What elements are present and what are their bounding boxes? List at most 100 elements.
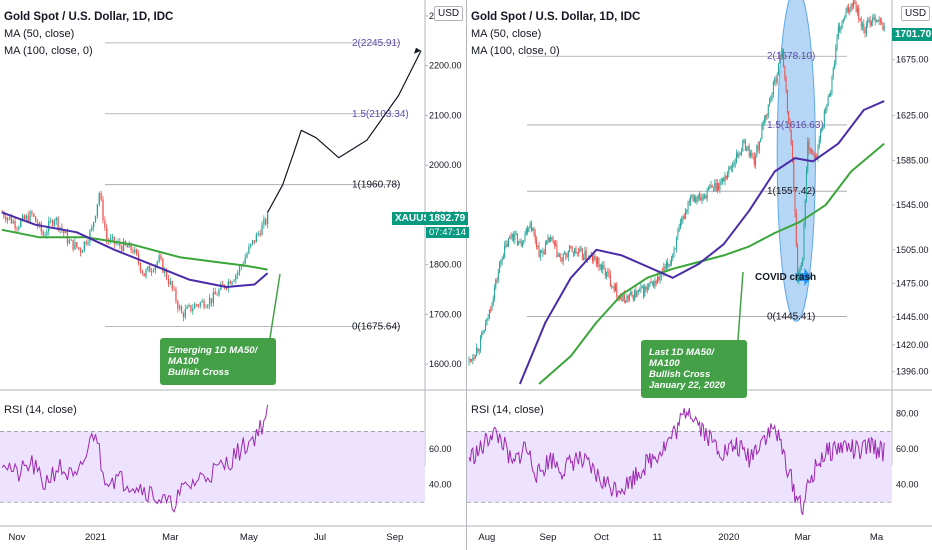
y-tick-label: 2100.00 bbox=[429, 110, 462, 120]
candle-body bbox=[607, 271, 609, 273]
candle-body bbox=[8, 216, 11, 219]
candle-body bbox=[214, 291, 216, 295]
candle-body bbox=[868, 19, 870, 22]
candle-body bbox=[169, 281, 171, 285]
ma50-legend[interactable]: MA (50, close) bbox=[471, 28, 542, 40]
candle-body bbox=[96, 204, 99, 216]
y-tick-label: 1505.00 bbox=[896, 245, 929, 255]
candle-body bbox=[716, 183, 718, 191]
candle-body bbox=[520, 241, 522, 246]
candle-body bbox=[823, 110, 825, 127]
candle-body bbox=[534, 232, 536, 241]
x-tick-label: Sep bbox=[540, 532, 557, 543]
candle-body bbox=[94, 215, 97, 223]
candle-body bbox=[854, 0, 856, 4]
symbol-title[interactable]: Gold Spot / U.S. Dollar, 1D, IDC bbox=[4, 11, 174, 23]
candle-body bbox=[813, 153, 815, 157]
candle-body bbox=[561, 258, 563, 262]
candle-body bbox=[20, 220, 22, 228]
candle-body bbox=[85, 241, 87, 245]
candle-body bbox=[521, 243, 523, 246]
candle-body bbox=[729, 167, 731, 169]
rsi-legend[interactable]: RSI (14, close) bbox=[471, 404, 544, 416]
candle-body bbox=[496, 279, 498, 281]
candle-body bbox=[693, 197, 695, 201]
candle-body bbox=[738, 154, 740, 157]
ma50-legend[interactable]: MA (50, close) bbox=[4, 28, 75, 40]
candle-body bbox=[710, 185, 712, 188]
candle-body bbox=[175, 289, 177, 302]
candle-body bbox=[111, 236, 114, 239]
candle-body bbox=[669, 264, 671, 266]
x-tick-label: Ma bbox=[870, 532, 884, 543]
ma100-legend[interactable]: MA (100, close, 0) bbox=[4, 45, 93, 57]
candle-body bbox=[35, 216, 37, 223]
candle-body bbox=[677, 231, 679, 237]
candle-body bbox=[770, 98, 772, 101]
candle-body bbox=[714, 183, 716, 188]
candle-body bbox=[537, 245, 539, 247]
candle-body bbox=[864, 29, 866, 34]
symbol-title[interactable]: Gold Spot / U.S. Dollar, 1D, IDC bbox=[471, 11, 641, 23]
x-tick-label: Jul bbox=[314, 532, 326, 543]
candle-body bbox=[820, 131, 822, 140]
candle-body bbox=[500, 261, 502, 264]
fib-level-label: 0(1445.41) bbox=[767, 311, 815, 322]
candle-body bbox=[788, 111, 790, 121]
candle-body bbox=[233, 280, 235, 282]
candle-body bbox=[502, 256, 504, 260]
candle-body bbox=[583, 257, 585, 260]
candle-body bbox=[771, 93, 773, 99]
candle-body bbox=[860, 19, 862, 27]
candle-body bbox=[700, 197, 702, 201]
candle-body bbox=[265, 218, 267, 225]
candle-body bbox=[64, 231, 67, 234]
candle-body bbox=[631, 291, 633, 296]
candle-body bbox=[119, 241, 121, 246]
candle-body bbox=[794, 190, 796, 213]
candle-body bbox=[143, 273, 145, 277]
candle-body bbox=[515, 233, 517, 235]
candle-body bbox=[160, 255, 162, 259]
candle-body bbox=[514, 234, 516, 241]
candle-body bbox=[667, 262, 669, 267]
candle-body bbox=[483, 331, 485, 333]
candle-body bbox=[557, 254, 559, 257]
currency-button[interactable]: USD bbox=[901, 6, 931, 21]
rsi-legend[interactable]: RSI (14, close) bbox=[4, 404, 77, 416]
candle-body bbox=[576, 252, 578, 254]
fib-level-label: 1(1960.78) bbox=[352, 180, 400, 191]
candle-body bbox=[528, 227, 530, 233]
candle-body bbox=[789, 120, 791, 130]
candle-body bbox=[593, 256, 595, 262]
candle-body bbox=[709, 187, 711, 189]
candle-body bbox=[874, 17, 876, 22]
candle-body bbox=[741, 151, 743, 155]
ma100-legend[interactable]: MA (100, close, 0) bbox=[471, 45, 560, 57]
candle-body bbox=[748, 146, 750, 157]
candle-body bbox=[574, 248, 576, 254]
candle-body bbox=[156, 261, 158, 266]
candle-body bbox=[134, 249, 136, 253]
candle-body bbox=[606, 271, 608, 277]
candle-body bbox=[832, 68, 834, 77]
candle-body bbox=[739, 154, 741, 156]
y-tick-label: 2200.00 bbox=[429, 61, 462, 71]
candle-body bbox=[650, 282, 652, 284]
candle-body bbox=[490, 309, 492, 311]
chart-canvas-left[interactable]: 2300.002200.002100.002000.001900.001800.… bbox=[0, 0, 466, 550]
candle-body bbox=[40, 222, 42, 232]
fib-level-label: 1.5(1616.63) bbox=[767, 120, 824, 131]
candle-body bbox=[683, 216, 685, 219]
chart-canvas-right[interactable]: 1675.00 1625.00 1585.00 1545.00 1505.00 1475.… bbox=[467, 0, 932, 550]
currency-button[interactable]: USD bbox=[434, 6, 464, 21]
candle-body bbox=[681, 219, 683, 222]
candle-body bbox=[529, 222, 531, 228]
candle-body bbox=[218, 289, 220, 296]
candle-body bbox=[850, 4, 852, 9]
candle-body bbox=[53, 220, 56, 226]
candle-body bbox=[93, 222, 95, 228]
rsi-line bbox=[1, 404, 269, 513]
candle-body bbox=[229, 281, 231, 285]
candle-body bbox=[812, 149, 814, 154]
